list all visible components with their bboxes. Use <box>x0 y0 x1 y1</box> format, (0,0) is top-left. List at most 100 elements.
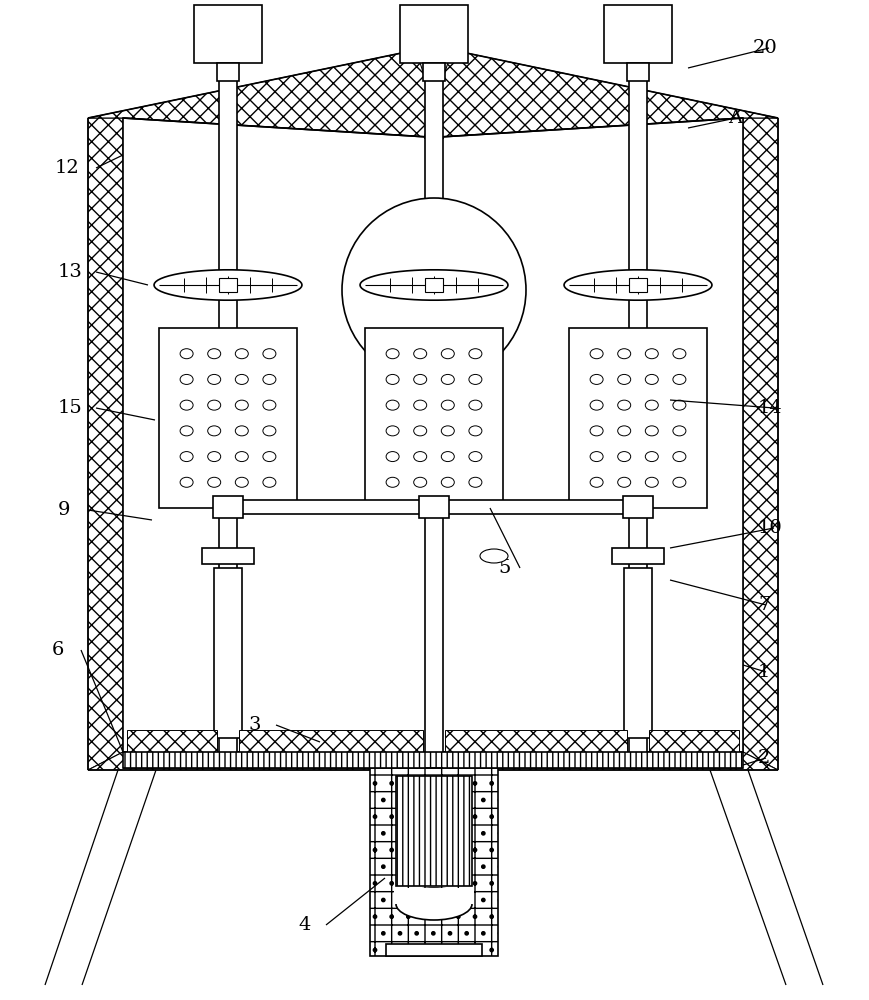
Ellipse shape <box>618 477 631 487</box>
Text: 6: 6 <box>52 641 64 659</box>
Ellipse shape <box>263 400 275 410</box>
Ellipse shape <box>590 477 603 487</box>
Ellipse shape <box>386 452 399 462</box>
Ellipse shape <box>180 477 193 487</box>
Ellipse shape <box>590 452 603 462</box>
Ellipse shape <box>263 477 275 487</box>
Ellipse shape <box>235 452 249 462</box>
Bar <box>214 568 242 738</box>
Polygon shape <box>88 752 778 770</box>
Ellipse shape <box>235 477 249 487</box>
Bar <box>386 944 482 956</box>
Ellipse shape <box>263 426 275 436</box>
Bar <box>423 63 445 81</box>
Bar <box>394 888 474 904</box>
Ellipse shape <box>414 477 427 487</box>
Ellipse shape <box>414 349 427 359</box>
Bar <box>396 776 472 886</box>
Ellipse shape <box>618 452 631 462</box>
Ellipse shape <box>414 400 427 410</box>
Ellipse shape <box>441 349 454 359</box>
Bar <box>123 752 743 768</box>
Bar <box>370 768 498 956</box>
Ellipse shape <box>480 549 508 563</box>
Bar <box>604 5 672 63</box>
Ellipse shape <box>441 477 454 487</box>
Ellipse shape <box>618 374 631 384</box>
Bar <box>423 30 445 58</box>
Bar <box>627 30 649 58</box>
Ellipse shape <box>646 400 659 410</box>
Ellipse shape <box>235 349 249 359</box>
Ellipse shape <box>646 374 659 384</box>
Ellipse shape <box>235 374 249 384</box>
Ellipse shape <box>673 374 686 384</box>
Text: 10: 10 <box>758 519 783 537</box>
Ellipse shape <box>180 452 193 462</box>
Ellipse shape <box>208 477 221 487</box>
Ellipse shape <box>469 426 482 436</box>
Ellipse shape <box>386 349 399 359</box>
Ellipse shape <box>180 426 193 436</box>
Ellipse shape <box>263 374 275 384</box>
Ellipse shape <box>263 349 275 359</box>
Ellipse shape <box>673 400 686 410</box>
Text: 3: 3 <box>248 716 261 734</box>
Text: 12: 12 <box>55 159 80 177</box>
Ellipse shape <box>208 400 221 410</box>
Ellipse shape <box>646 477 659 487</box>
Bar <box>612 548 664 564</box>
Polygon shape <box>88 118 123 770</box>
Ellipse shape <box>441 426 454 436</box>
Text: 2: 2 <box>758 749 771 767</box>
Ellipse shape <box>441 400 454 410</box>
Polygon shape <box>743 118 778 770</box>
Bar <box>159 328 297 508</box>
Ellipse shape <box>208 349 221 359</box>
Ellipse shape <box>441 452 454 462</box>
Ellipse shape <box>469 400 482 410</box>
Polygon shape <box>360 270 508 300</box>
Text: 7: 7 <box>758 596 771 614</box>
Ellipse shape <box>386 477 399 487</box>
Circle shape <box>342 198 526 382</box>
Ellipse shape <box>469 349 482 359</box>
Ellipse shape <box>414 426 427 436</box>
Ellipse shape <box>208 452 221 462</box>
Ellipse shape <box>469 477 482 487</box>
Polygon shape <box>88 50 444 138</box>
Ellipse shape <box>646 452 659 462</box>
Text: 14: 14 <box>758 399 783 417</box>
Bar <box>219 28 237 765</box>
Ellipse shape <box>386 374 399 384</box>
Bar <box>213 496 243 518</box>
Polygon shape <box>154 270 302 300</box>
Bar <box>400 5 468 63</box>
Text: 1: 1 <box>758 663 771 681</box>
Ellipse shape <box>414 374 427 384</box>
Polygon shape <box>424 50 778 138</box>
Bar <box>127 730 217 752</box>
Bar <box>202 548 254 564</box>
Ellipse shape <box>646 349 659 359</box>
Ellipse shape <box>646 426 659 436</box>
Bar <box>419 496 449 518</box>
Text: 4: 4 <box>298 916 310 934</box>
Bar <box>217 63 239 81</box>
Bar <box>649 730 739 752</box>
Ellipse shape <box>263 452 275 462</box>
Bar <box>629 28 647 765</box>
Ellipse shape <box>396 888 472 920</box>
Bar <box>194 5 262 63</box>
Text: 20: 20 <box>753 39 778 57</box>
Ellipse shape <box>235 400 249 410</box>
Bar <box>365 328 503 508</box>
Bar <box>629 278 647 292</box>
Polygon shape <box>123 118 743 752</box>
Bar <box>239 730 423 752</box>
Ellipse shape <box>618 426 631 436</box>
Ellipse shape <box>441 374 454 384</box>
Ellipse shape <box>235 426 249 436</box>
Ellipse shape <box>469 374 482 384</box>
Ellipse shape <box>386 400 399 410</box>
